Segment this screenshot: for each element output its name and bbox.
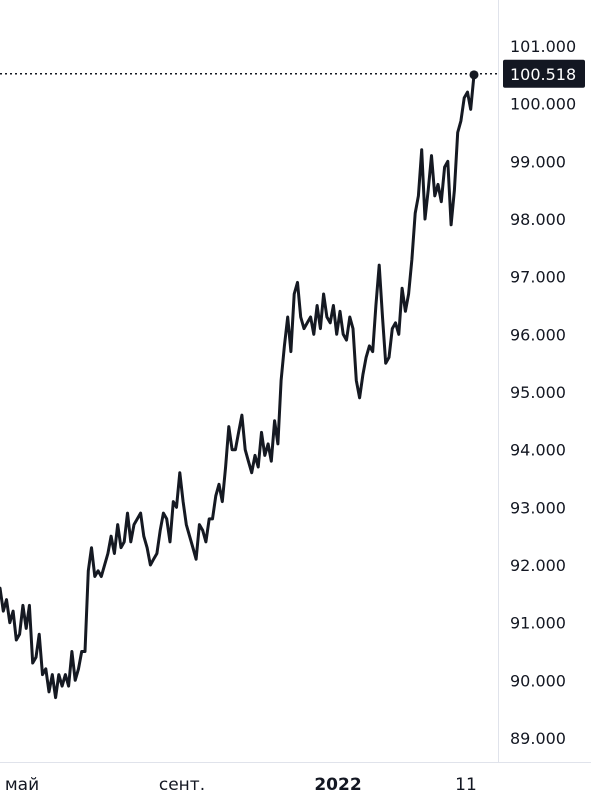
y-tick-label: 101.000 xyxy=(510,37,576,56)
y-tick-label: 100.000 xyxy=(510,95,576,114)
last-price-label-box xyxy=(503,59,585,88)
x-tick-label: сент. xyxy=(159,775,205,795)
y-tick-label: 92.000 xyxy=(510,556,566,575)
x-tick-label: май xyxy=(5,775,39,795)
y-tick-label: 93.000 xyxy=(510,498,566,517)
x-tick-label: 2022 xyxy=(314,775,361,795)
last-price-label: 100.518 xyxy=(510,65,576,84)
last-price-marker xyxy=(469,70,479,80)
y-tick-label: 99.000 xyxy=(510,152,566,171)
y-tick-label: 91.000 xyxy=(510,614,566,633)
y-tick-label: 89.000 xyxy=(510,729,566,748)
y-tick-label: 95.000 xyxy=(510,383,566,402)
y-tick-label: 98.000 xyxy=(510,210,566,229)
y-tick-label: 96.000 xyxy=(510,325,566,344)
x-tick-label: 11 xyxy=(455,775,477,795)
y-tick-label: 94.000 xyxy=(510,441,566,460)
price-line xyxy=(0,73,476,700)
y-tick-label: 97.000 xyxy=(510,268,566,287)
y-tick-label: 90.000 xyxy=(510,671,566,690)
